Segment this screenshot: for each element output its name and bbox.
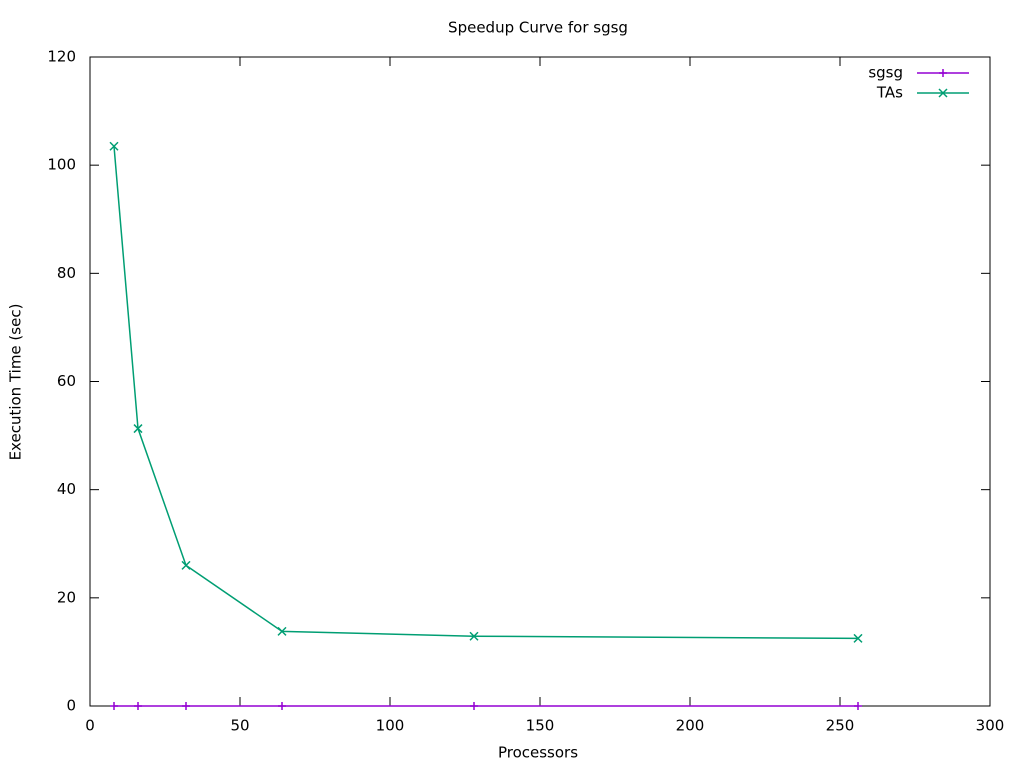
point-marker: [938, 88, 948, 98]
y-tick-label: 80: [57, 264, 76, 282]
point-marker: [109, 141, 119, 151]
point-marker: [181, 560, 191, 570]
x-axis-label: Processors: [498, 744, 578, 762]
x-tick-label: 200: [676, 717, 705, 735]
x-tick-label: 50: [230, 717, 249, 735]
x-tick-label: 250: [826, 717, 855, 735]
y-tick-label: 60: [57, 372, 76, 390]
legend-label: sgsg: [868, 64, 903, 82]
point-marker: [110, 702, 118, 710]
y-tick-label: 20: [57, 588, 76, 606]
point-marker: [854, 702, 862, 710]
point-marker: [182, 702, 190, 710]
point-marker: [469, 631, 479, 641]
point-marker: [939, 69, 947, 77]
legend-label: TAs: [876, 84, 903, 102]
y-tick-label: 100: [47, 156, 76, 174]
y-axis-label: Execution Time (sec): [7, 304, 25, 461]
y-tick-label: 40: [57, 480, 76, 498]
x-tick-label: 0: [85, 717, 95, 735]
point-marker: [278, 702, 286, 710]
x-tick-label: 300: [976, 717, 1005, 735]
chart-title: Speedup Curve for sgsg: [448, 19, 628, 37]
point-marker: [470, 702, 478, 710]
y-tick-label: 120: [47, 48, 76, 66]
x-tick-label: 100: [376, 717, 405, 735]
point-marker: [134, 702, 142, 710]
x-tick-label: 150: [526, 717, 555, 735]
series-line: [113, 146, 859, 640]
y-tick-label: 0: [66, 697, 76, 715]
point-marker: [853, 633, 863, 643]
point-marker: [277, 626, 287, 636]
point-marker: [133, 424, 143, 434]
